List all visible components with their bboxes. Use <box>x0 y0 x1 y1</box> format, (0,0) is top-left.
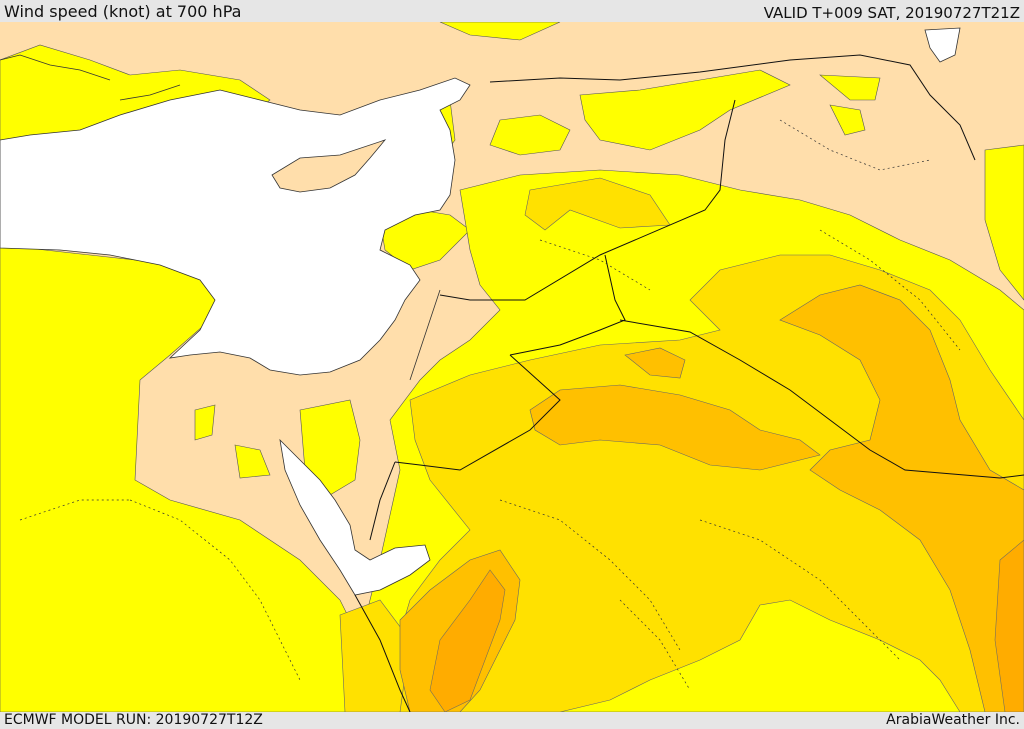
coastlines <box>0 54 441 381</box>
map-title: Wind speed (knot) at 700 hPa <box>4 2 242 21</box>
map-area <box>0 22 1024 712</box>
valid-time: VALID T+009 SAT, 20190727T21Z <box>763 4 1020 22</box>
country-borders <box>354 54 1024 712</box>
brand-credit: ArabiaWeather Inc. <box>886 712 1020 728</box>
red-sea <box>279 438 431 596</box>
model-run-label: ECMWF MODEL RUN: 20190727T12Z <box>4 712 263 728</box>
wind-speed-map <box>0 22 1024 712</box>
cyprus-island <box>271 139 387 193</box>
max-wind-band <box>429 539 1024 712</box>
header-bar: Wind speed (knot) at 700 hPa VALID T+009… <box>0 0 1024 22</box>
northeast-water <box>924 27 961 63</box>
province-lines <box>19 119 961 691</box>
footer-bar: ECMWF MODEL RUN: 20190727T12Z ArabiaWeat… <box>0 712 1024 729</box>
